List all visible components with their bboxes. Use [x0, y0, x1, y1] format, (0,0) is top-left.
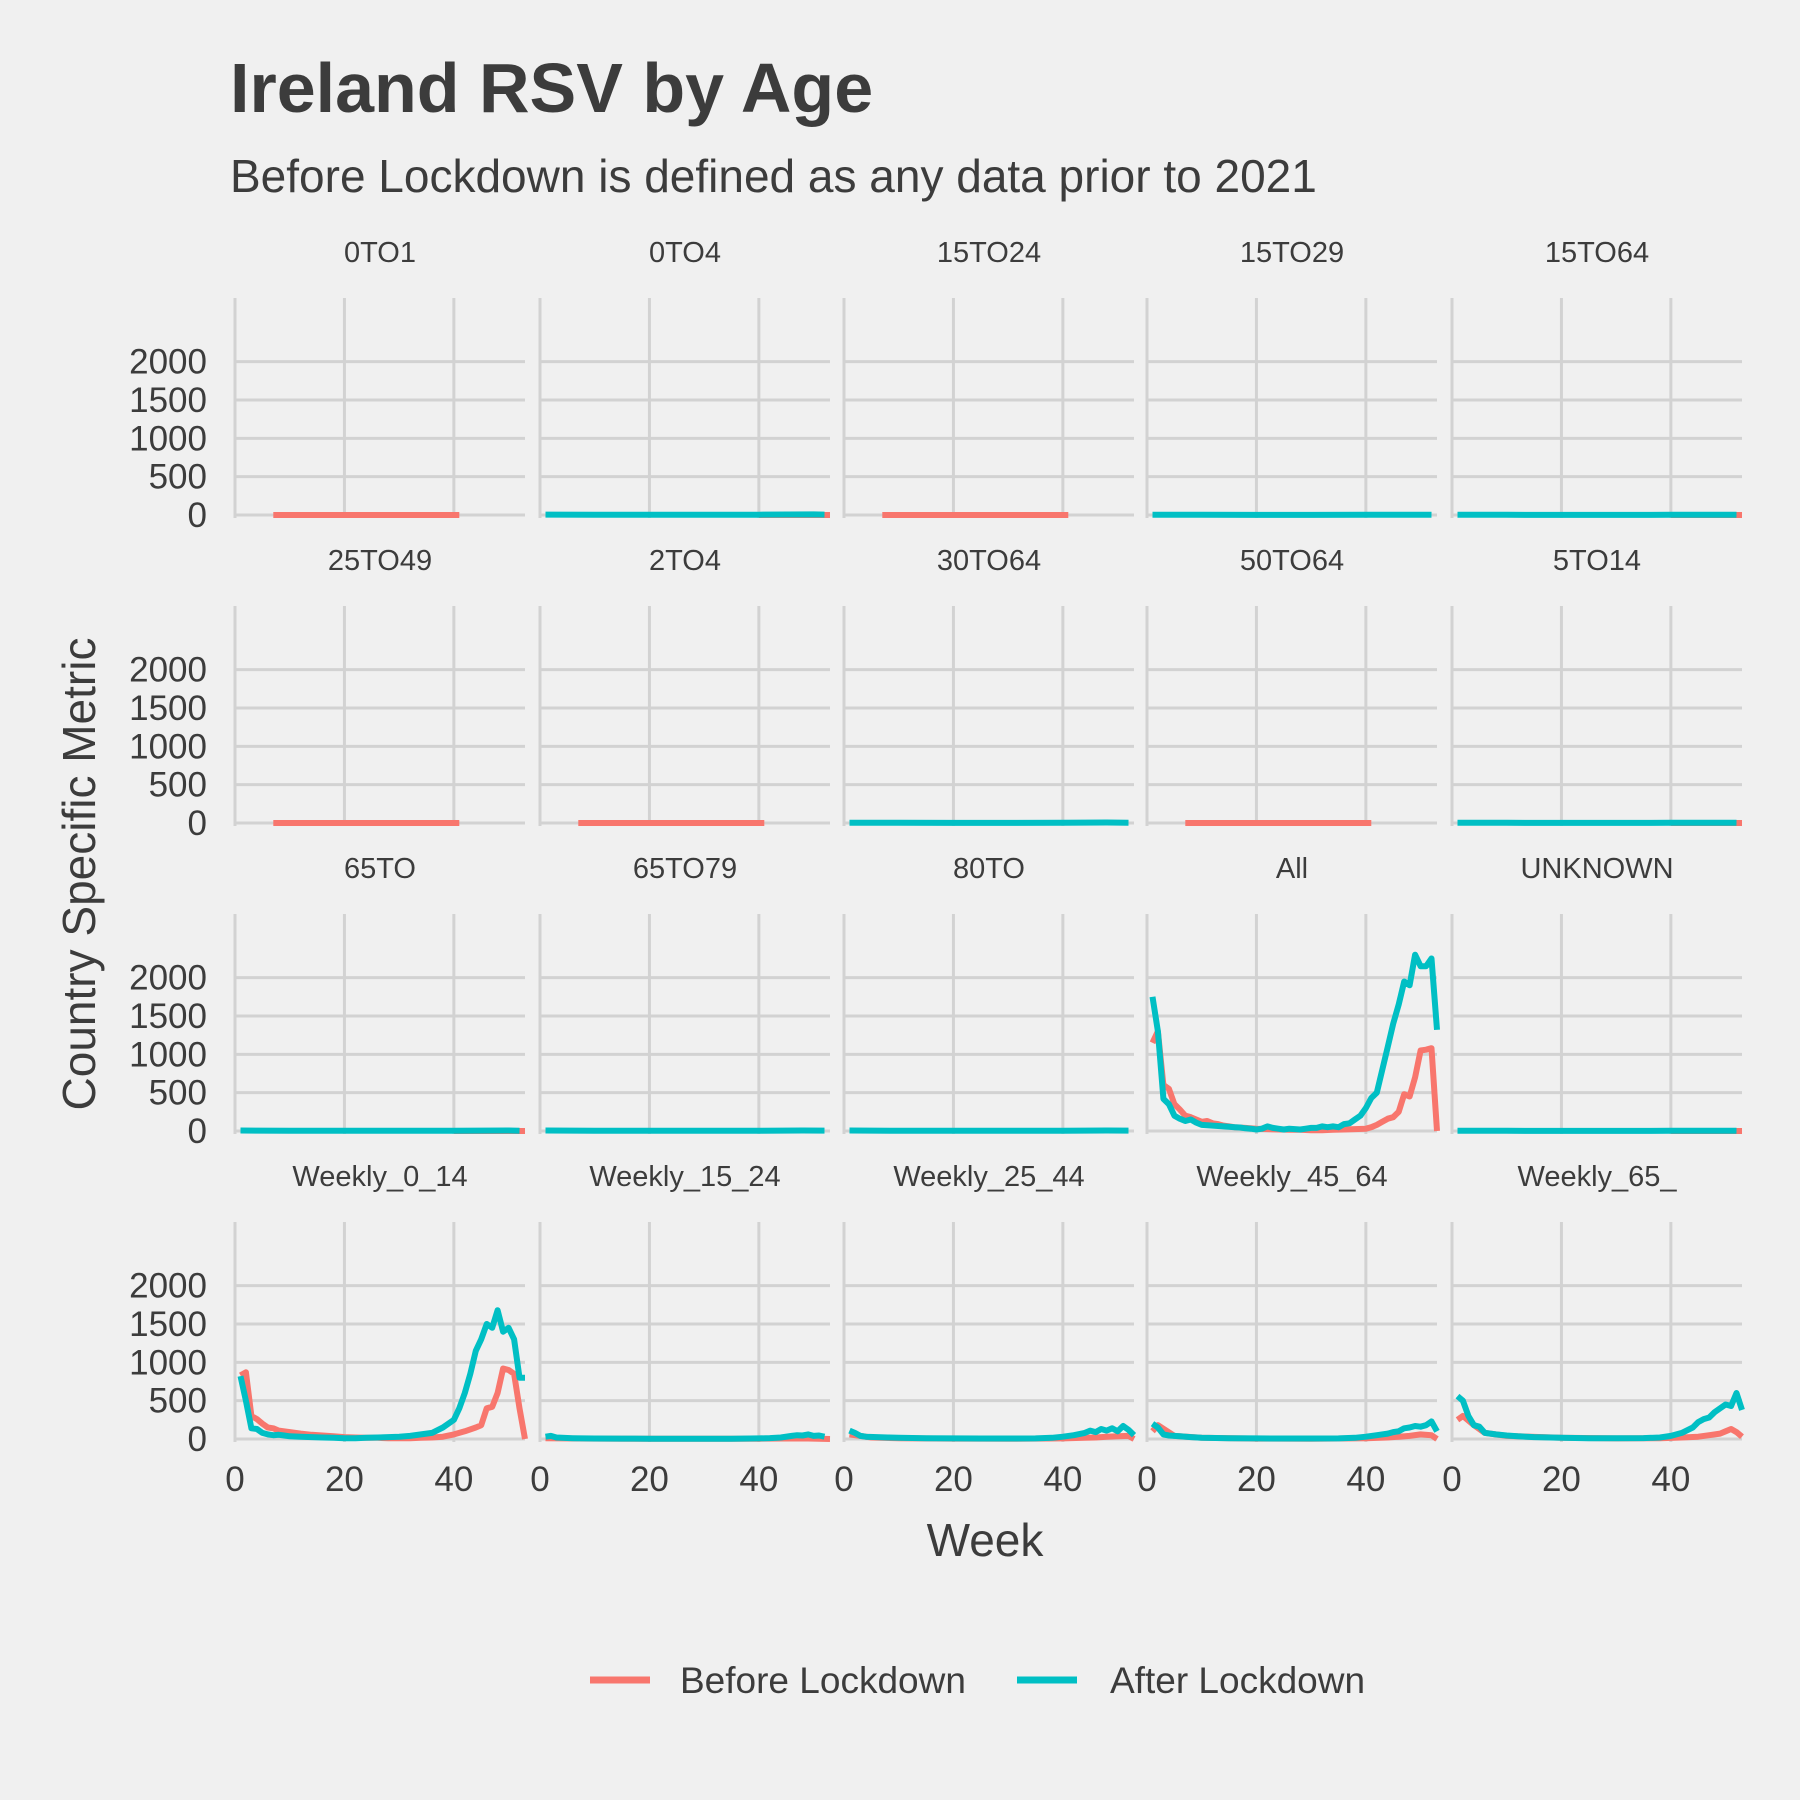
y-tick-label: 500	[149, 458, 207, 497]
facet-strip-label: 0TO4	[649, 237, 721, 269]
facet-strip-label: 65TO	[344, 853, 416, 885]
y-tick-label: 0	[188, 804, 207, 843]
facet-panel: 50TO64	[1145, 545, 1437, 826]
facet-panel: 0TO4	[538, 237, 830, 518]
chart-subtitle: Before Lockdown is defined as any data p…	[230, 150, 1317, 202]
y-tick-label: 2000	[129, 959, 207, 998]
x-tick-label: 0	[530, 1460, 549, 1499]
series-line-after	[848, 1423, 1137, 1442]
facet-strip-label: Weekly_65_	[1517, 1161, 1677, 1193]
facet-strip-label: 30TO64	[937, 545, 1041, 577]
y-axis-title: Country Specific Metric	[53, 638, 105, 1111]
facet-panel: Weekly_65_ 0 20 40	[1442, 1161, 1745, 1499]
x-tick-label: 40	[1043, 1460, 1082, 1499]
facet-strip-label: 25TO49	[328, 545, 432, 577]
facet-strip-label: 15TO29	[1240, 237, 1344, 269]
facet-strip-label: 0TO1	[344, 237, 416, 269]
y-tick-label: 1500	[129, 689, 207, 728]
facet-strip-label: 5TO14	[1553, 545, 1641, 577]
facet-panel: 15TO64	[1450, 237, 1742, 518]
y-tick-label: 1000	[129, 419, 207, 458]
y-tick-label: 1500	[129, 997, 207, 1036]
x-tick-label: 20	[325, 1460, 364, 1499]
y-tick-label: 500	[149, 766, 207, 805]
facet-panel: 15TO24	[842, 237, 1134, 518]
series-line-after	[237, 1307, 525, 1442]
y-tick-label: 1000	[129, 1035, 207, 1074]
legend-item-after: After Lockdown	[1017, 1660, 1365, 1701]
legend-item-before: Before Lockdown	[590, 1660, 966, 1701]
facet-panel: 5TO14	[1450, 545, 1742, 826]
y-tick-label: 0	[188, 1112, 207, 1151]
series-line-after	[1455, 1390, 1745, 1442]
y-tick-label: 1500	[129, 1305, 207, 1344]
y-tick-label: 2000	[129, 651, 207, 690]
facet-panel: Weekly_25_44 0 20 40	[834, 1161, 1137, 1499]
facet-panel: Weekly_45_64 0 20 40	[1137, 1161, 1440, 1499]
facet-panel: Weekly_15_24 0 20 40	[530, 1161, 831, 1499]
series-line-after	[1149, 951, 1440, 1133]
facet-panel: 80TO	[842, 853, 1134, 1134]
facet-panel: 30TO64	[842, 545, 1134, 826]
x-axis-title: Week	[927, 1514, 1045, 1566]
facet-strip-label: 80TO	[953, 853, 1025, 885]
facet-strip-label: Weekly_45_64	[1196, 1161, 1387, 1193]
facet-panel: All	[1145, 853, 1440, 1134]
legend: Before Lockdown After Lockdown	[590, 1660, 1365, 1701]
x-tick-label: 20	[1237, 1460, 1276, 1499]
y-tick-label: 1500	[129, 381, 207, 420]
series-line-after	[545, 1431, 826, 1442]
x-tick-label: 20	[934, 1460, 973, 1499]
facet-panel: 15TO29	[1145, 237, 1437, 518]
y-tick-label: 500	[149, 1382, 207, 1421]
y-tick-label: 2000	[129, 343, 207, 382]
facet-strip-label: 65TO79	[633, 853, 737, 885]
x-tick-label: 0	[225, 1460, 244, 1499]
facet-strip-label: 2TO4	[649, 545, 721, 577]
y-tick-label: 1000	[129, 727, 207, 766]
x-tick-label: 0	[1442, 1460, 1461, 1499]
facet-strip-label: 15TO24	[937, 237, 1041, 269]
x-tick-label: 20	[1542, 1460, 1581, 1499]
y-tick-label: 1000	[129, 1343, 207, 1382]
facet-panel: 65TO79	[538, 853, 830, 1134]
x-tick-label: 0	[1137, 1460, 1156, 1499]
facet-strip-label: Weekly_25_44	[893, 1161, 1084, 1193]
y-tick-label: 0	[188, 496, 207, 535]
x-tick-label: 40	[1651, 1460, 1690, 1499]
y-tick-label: 500	[149, 1074, 207, 1113]
facet-strip-label: Weekly_15_24	[589, 1161, 780, 1193]
x-tick-label: 20	[630, 1460, 669, 1499]
legend-label-before: Before Lockdown	[680, 1660, 966, 1701]
facet-panel: 2TO4	[538, 545, 830, 826]
chart-title: Ireland RSV by Age	[230, 49, 873, 127]
series-line-after	[1150, 1418, 1440, 1442]
y-tick-label: 2000	[129, 1267, 207, 1306]
facet-panel: UNKNOWN	[1450, 853, 1742, 1134]
x-tick-label: 0	[834, 1460, 853, 1499]
facet-strip-label: 15TO64	[1545, 237, 1649, 269]
x-tick-label: 40	[434, 1460, 473, 1499]
facet-strip-label: UNKNOWN	[1520, 853, 1673, 885]
facet-strip-label: All	[1276, 853, 1308, 885]
x-tick-label: 40	[1346, 1460, 1385, 1499]
legend-label-after: After Lockdown	[1110, 1660, 1365, 1701]
y-tick-label: 0	[188, 1420, 207, 1459]
facet-strip-label: 50TO64	[1240, 545, 1344, 577]
x-tick-label: 40	[739, 1460, 778, 1499]
facet-strip-label: Weekly_0_14	[292, 1161, 467, 1193]
